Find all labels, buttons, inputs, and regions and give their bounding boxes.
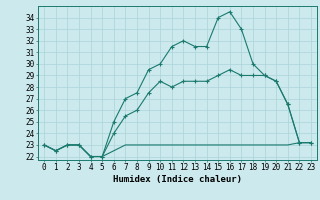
X-axis label: Humidex (Indice chaleur): Humidex (Indice chaleur) xyxy=(113,175,242,184)
